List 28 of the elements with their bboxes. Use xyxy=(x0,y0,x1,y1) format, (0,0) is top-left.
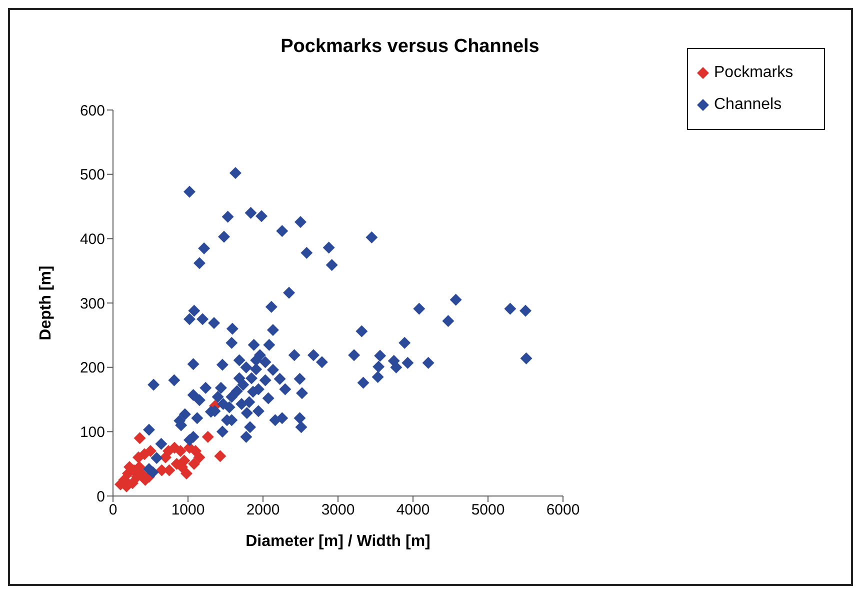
x-tick-label: 5000 xyxy=(471,502,505,519)
y-tick-label: 0 xyxy=(96,488,105,506)
x-tick-label: 4000 xyxy=(396,502,430,519)
y-tick-label: 300 xyxy=(80,295,105,312)
y-tick-label: 100 xyxy=(80,424,105,441)
point xyxy=(134,432,146,444)
legend-label: Pockmarks xyxy=(714,63,794,83)
point xyxy=(193,451,206,464)
y-tick-label: 500 xyxy=(80,166,105,184)
x-tick-label: 3000 xyxy=(321,502,355,519)
point xyxy=(174,444,186,457)
y-tick-label: 400 xyxy=(80,230,105,248)
chart-title: Pockmarks versus Channels xyxy=(280,36,540,58)
legend-label: Channels xyxy=(714,95,782,115)
point xyxy=(188,458,200,470)
x-tick-label: 0 xyxy=(108,502,118,519)
x-axis-title: Diameter [m] / Width [m] xyxy=(246,533,430,550)
y-tick-label: 200 xyxy=(80,360,105,377)
point xyxy=(202,430,214,443)
point xyxy=(214,450,226,462)
x-tick-label: 6000 xyxy=(546,502,580,519)
y-axis-title: Depth [m] xyxy=(38,266,55,340)
x-tick-label: 1000 xyxy=(171,502,205,519)
point xyxy=(126,477,138,490)
point xyxy=(180,467,192,480)
point xyxy=(144,444,156,457)
y-tick-label: 600 xyxy=(80,102,105,120)
x-tick-label: 2000 xyxy=(246,502,280,519)
